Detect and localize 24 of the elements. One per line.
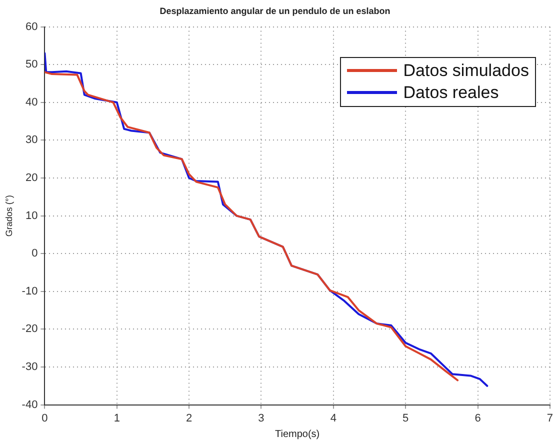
y-axis-title: Grados (°): [4, 194, 14, 237]
y-tick-label: 10: [25, 210, 38, 222]
x-tick-label: 5: [402, 412, 409, 424]
x-tick-label: 7: [546, 412, 554, 424]
x-axis-title: Tiempo(s): [275, 428, 320, 440]
x-tick-label: 2: [186, 412, 192, 424]
y-tick-label: -30: [22, 361, 38, 374]
x-tick-label: 6: [474, 412, 481, 424]
y-tick-label: -10: [22, 285, 38, 298]
x-tick-label: 3: [258, 412, 264, 424]
y-tick-label: 40: [25, 96, 38, 108]
y-tick-label: 30: [25, 134, 38, 146]
y-tick-label: -40: [22, 398, 38, 411]
legend-label: Datos reales: [403, 82, 499, 104]
x-tick-label: 1: [114, 412, 120, 424]
y-tick-label: -20: [22, 323, 38, 336]
x-tick-label: 4: [330, 412, 336, 424]
y-tick-label: 0: [32, 248, 38, 260]
y-tick-label: 60: [25, 20, 38, 33]
y-tick-label: 50: [25, 58, 38, 71]
x-tick-label: 0: [42, 412, 48, 424]
legend-label: Datos simulados: [403, 60, 529, 82]
y-tick-label: 20: [25, 172, 38, 184]
chart-title: Desplazamiento angular de un pendulo de un eslabon: [160, 6, 390, 16]
